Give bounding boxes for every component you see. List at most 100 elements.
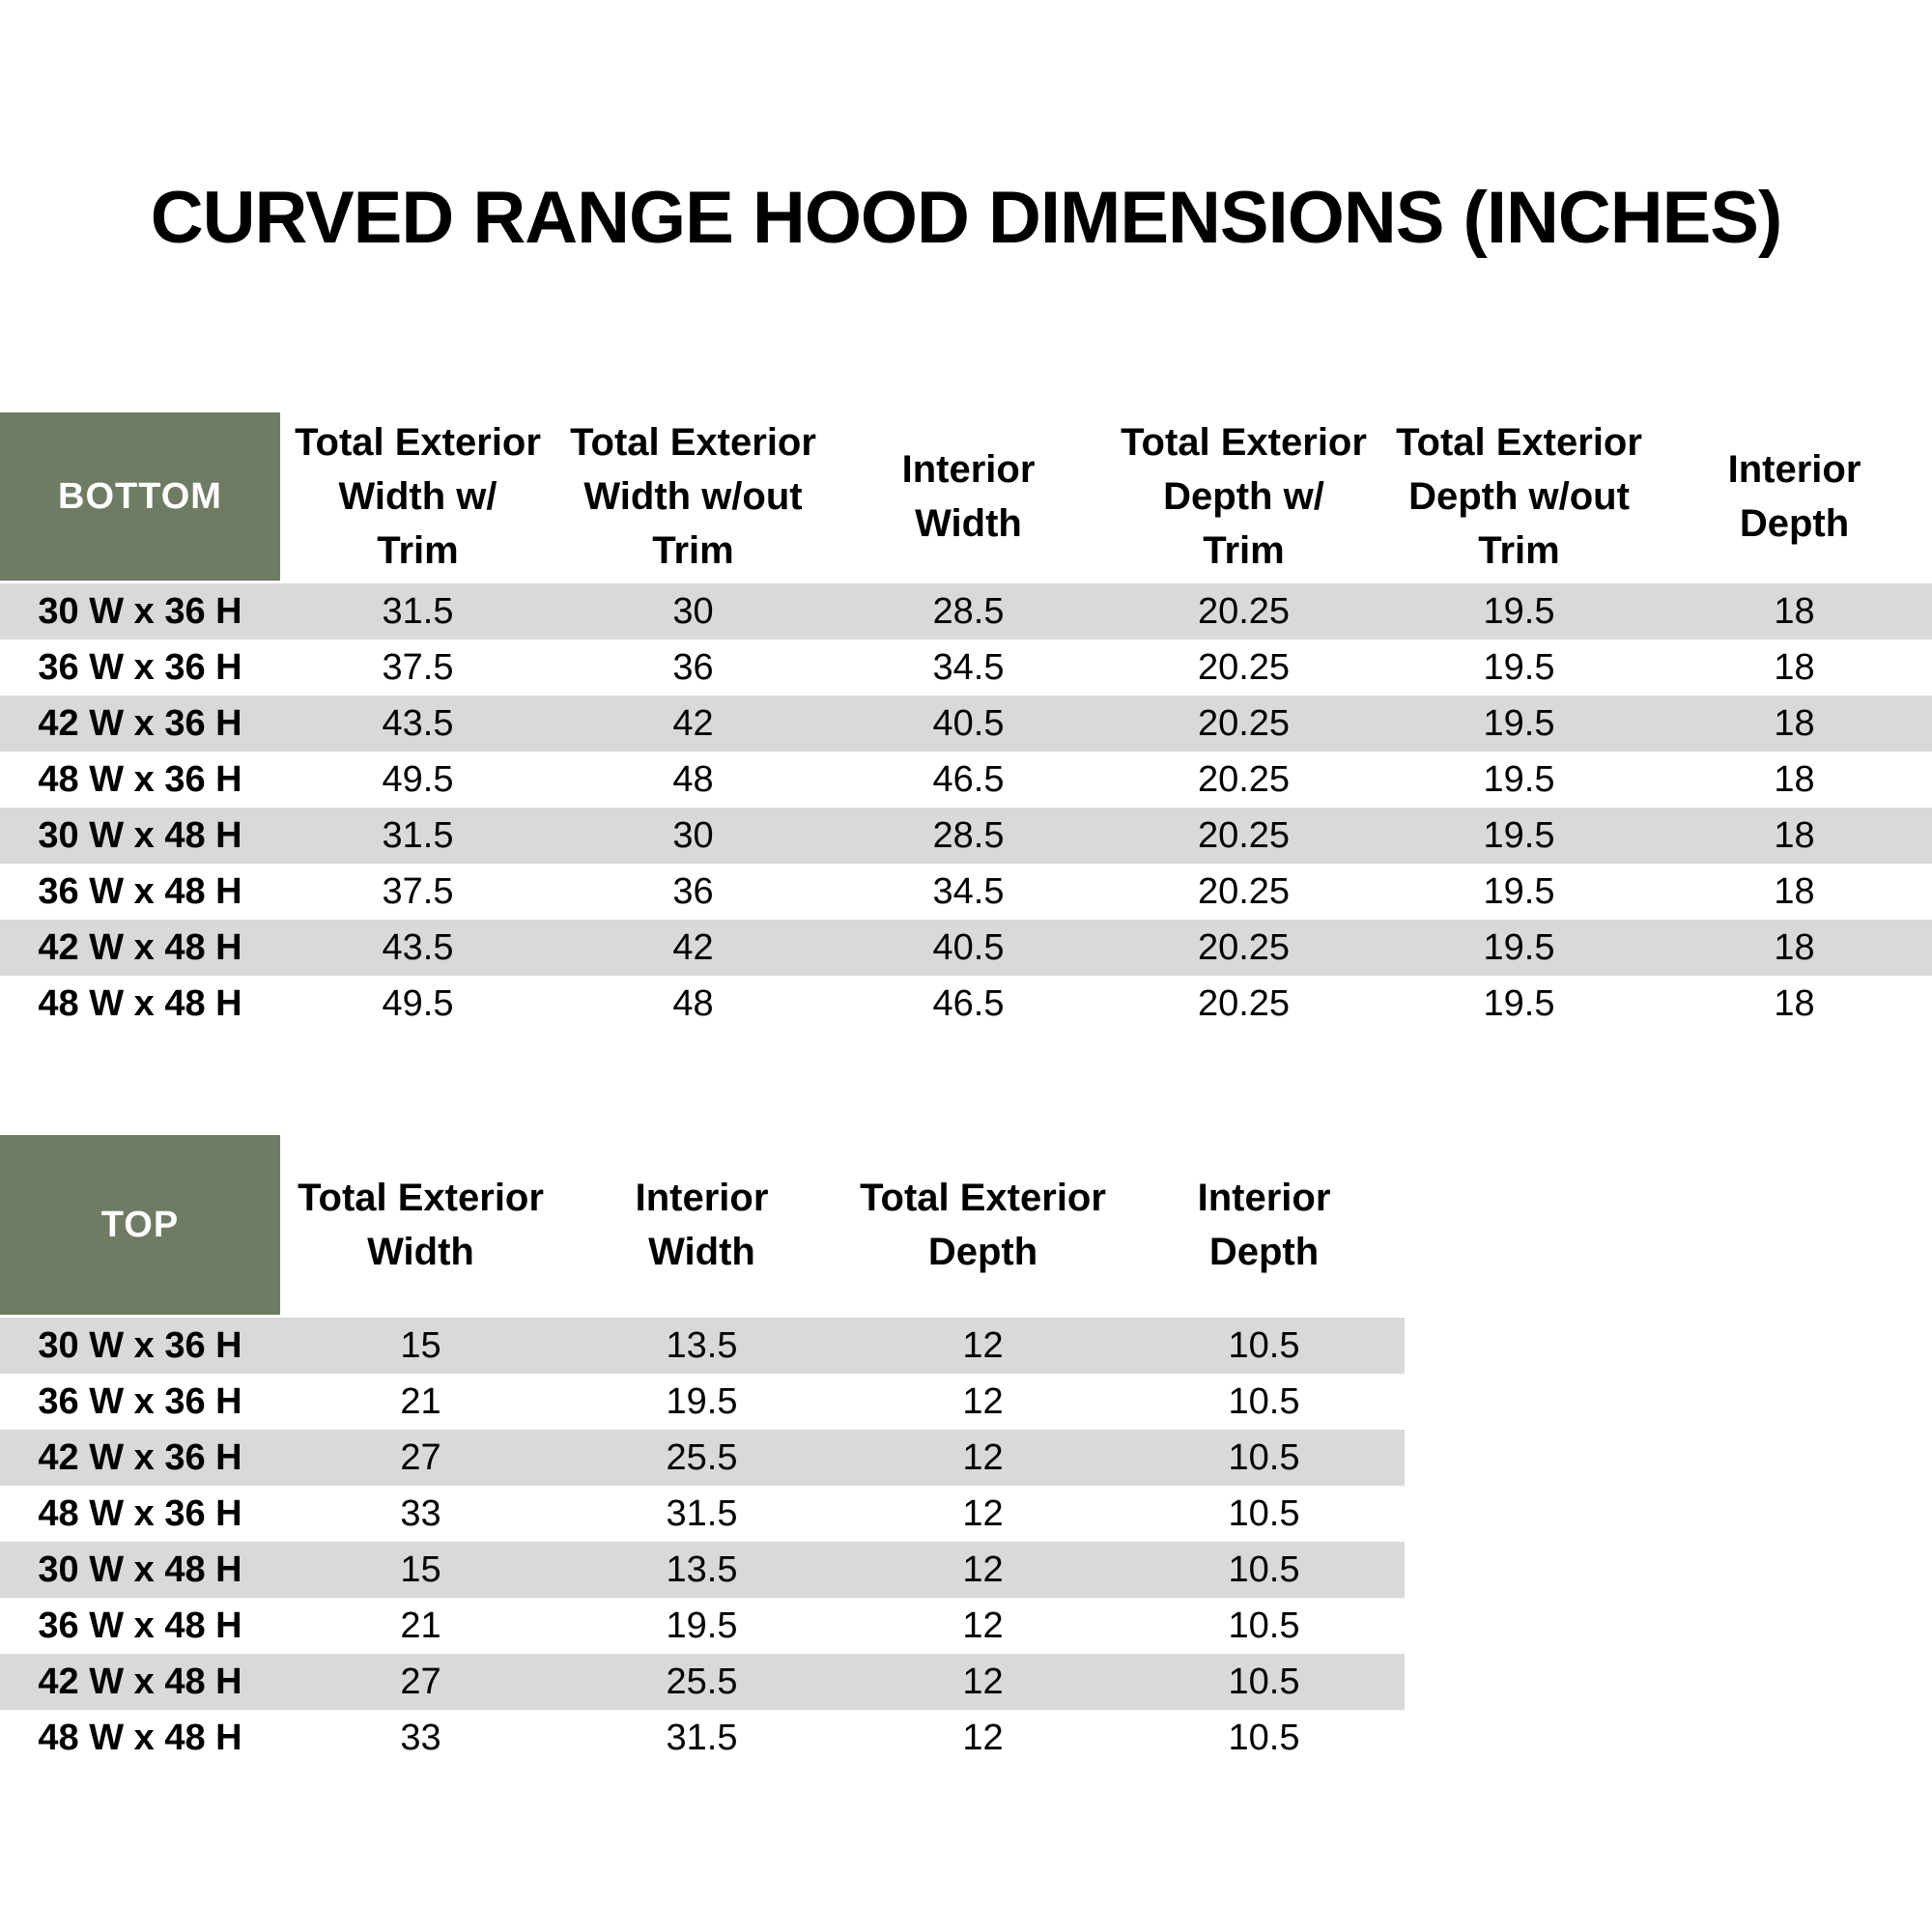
value-cell: 18 (1774, 590, 1815, 632)
value-cell: 20.25 (1197, 870, 1291, 912)
value-cell: 12 (962, 1605, 1004, 1646)
table-body: 30 W x 36 H 31.5 30 28.5 20.25 19.5 18 36 W x 3… (0, 583, 1932, 1032)
row-label: 36 W x 36 H (38, 646, 242, 688)
value-cell: 19.5 (666, 1605, 738, 1646)
value-cell: 10.5 (1228, 1492, 1300, 1534)
value-cell: 27 (400, 1661, 441, 1702)
header-row: TOP Total Exterior Width Interior Width Total… (0, 1135, 1405, 1315)
value-cell: 49.5 (382, 758, 454, 800)
column-header-line: Interior (1727, 448, 1861, 491)
row-label: 42 W x 36 H (38, 1436, 242, 1478)
column-header-line: Depth (927, 1231, 1038, 1273)
value-cell: 12 (962, 1548, 1004, 1590)
value-cell: 48 (672, 758, 714, 800)
value-cell: 34.5 (932, 646, 1005, 688)
value-cell: 37.5 (382, 870, 454, 912)
row-label: 48 W x 48 H (38, 1717, 242, 1758)
column-header: Total Exterior Width w/Trim (280, 412, 555, 581)
column-header-line: Depth (1208, 1231, 1320, 1273)
value-cell: 20.25 (1197, 590, 1291, 632)
column-header-line: Depth w/ (1163, 475, 1324, 518)
value-cell: 34.5 (932, 870, 1005, 912)
value-cell: 18 (1774, 702, 1815, 744)
value-cell: 19.5 (1483, 870, 1555, 912)
value-cell: 40.5 (932, 926, 1005, 968)
value-cell: 19.5 (666, 1380, 738, 1422)
column-header-line: Width w/ (338, 475, 497, 518)
value-cell: 28.5 (932, 814, 1005, 856)
table-row: 30 W x 48 H 15 13.5 12 10.5 (0, 1542, 1405, 1598)
value-cell: 46.5 (932, 758, 1005, 800)
table-row: 30 W x 48 H 31.5 30 28.5 20.25 19.5 18 (0, 808, 1932, 864)
value-cell: 20.25 (1197, 982, 1291, 1024)
table-body: 30 W x 36 H 15 13.5 12 10.5 36 W x 36 H 21 19.5… (0, 1318, 1405, 1766)
value-cell: 10.5 (1228, 1548, 1300, 1590)
value-cell: 36 (672, 870, 714, 912)
table-row: 48 W x 48 H 49.5 48 46.5 20.25 19.5 18 (0, 976, 1932, 1032)
table-row: 36 W x 48 H 37.5 36 34.5 20.25 19.5 18 (0, 864, 1932, 920)
value-cell: 19.5 (1483, 702, 1555, 744)
value-cell: 42 (672, 702, 714, 744)
row-label: 48 W x 48 H (38, 982, 242, 1024)
row-label: 36 W x 48 H (38, 870, 242, 912)
value-cell: 30 (672, 590, 714, 632)
table-row: 42 W x 48 H 27 25.5 12 10.5 (0, 1654, 1405, 1710)
value-cell: 18 (1774, 926, 1815, 968)
value-cell: 40.5 (932, 702, 1005, 744)
value-cell: 13.5 (666, 1548, 738, 1590)
value-cell: 31.5 (666, 1492, 738, 1534)
value-cell: 10.5 (1228, 1324, 1300, 1366)
table-row: 42 W x 36 H 43.5 42 40.5 20.25 19.5 18 (0, 696, 1932, 752)
value-cell: 20.25 (1197, 758, 1291, 800)
value-cell: 13.5 (666, 1324, 738, 1366)
column-header: Interior Depth (1123, 1135, 1405, 1315)
column-header-line: Width (915, 502, 1022, 545)
column-header-line: Interior (901, 448, 1036, 491)
value-cell: 19.5 (1483, 982, 1555, 1024)
value-cell: 48 (672, 982, 714, 1024)
column-header: Interior Depth (1657, 412, 1932, 581)
column-header: Total Exterior Width w/out Trim (555, 412, 831, 581)
column-header: Interior Width (831, 412, 1106, 581)
column-header-line: Total Exterior (295, 421, 541, 464)
value-cell: 31.5 (382, 814, 454, 856)
column-header: Total Exterior Depth w/Trim (1106, 412, 1381, 581)
value-cell: 21 (400, 1380, 441, 1422)
value-cell: 27 (400, 1436, 441, 1478)
value-cell: 19.5 (1483, 926, 1555, 968)
table-row: 30 W x 36 H 31.5 30 28.5 20.25 19.5 18 (0, 583, 1932, 639)
value-cell: 12 (962, 1717, 1004, 1758)
column-header-line: Interior (1197, 1177, 1331, 1219)
row-label: 42 W x 48 H (38, 1661, 242, 1702)
column-header-line: Total Exterior (298, 1177, 544, 1219)
value-cell: 10.5 (1228, 1605, 1300, 1646)
value-cell: 18 (1774, 646, 1815, 688)
value-cell: 30 (672, 814, 714, 856)
table-row: 48 W x 36 H 33 31.5 12 10.5 (0, 1486, 1405, 1542)
value-cell: 10.5 (1228, 1380, 1300, 1422)
value-cell: 28.5 (932, 590, 1005, 632)
value-cell: 25.5 (666, 1661, 738, 1702)
value-cell: 20.25 (1197, 702, 1291, 744)
value-cell: 10.5 (1228, 1717, 1300, 1758)
value-cell: 20.25 (1197, 926, 1291, 968)
row-label: 30 W x 48 H (38, 814, 242, 856)
value-cell: 25.5 (666, 1436, 738, 1478)
column-header: Total Exterior Depth w/out Trim (1381, 412, 1657, 581)
top-dimensions-table: TOP Total Exterior Width Interior Width Total… (0, 1135, 1405, 1766)
row-label: 48 W x 36 H (38, 758, 242, 800)
value-cell: 12 (962, 1380, 1004, 1422)
column-header-line: Trim (1203, 529, 1285, 572)
table-row: 48 W x 48 H 33 31.5 12 10.5 (0, 1710, 1405, 1766)
value-cell: 19.5 (1483, 814, 1555, 856)
header-row: BOTTOM Total Exterior Width w/Trim Total Ex… (0, 412, 1932, 581)
value-cell: 31.5 (666, 1717, 738, 1758)
value-cell: 18 (1774, 814, 1815, 856)
value-cell: 43.5 (382, 702, 454, 744)
table-row: 30 W x 36 H 15 13.5 12 10.5 (0, 1318, 1405, 1374)
column-header-line: Trim (652, 529, 734, 572)
value-cell: 19.5 (1483, 758, 1555, 800)
table-corner-label: BOTTOM (0, 412, 280, 581)
row-label: 30 W x 36 H (38, 590, 242, 632)
value-cell: 33 (400, 1492, 441, 1534)
